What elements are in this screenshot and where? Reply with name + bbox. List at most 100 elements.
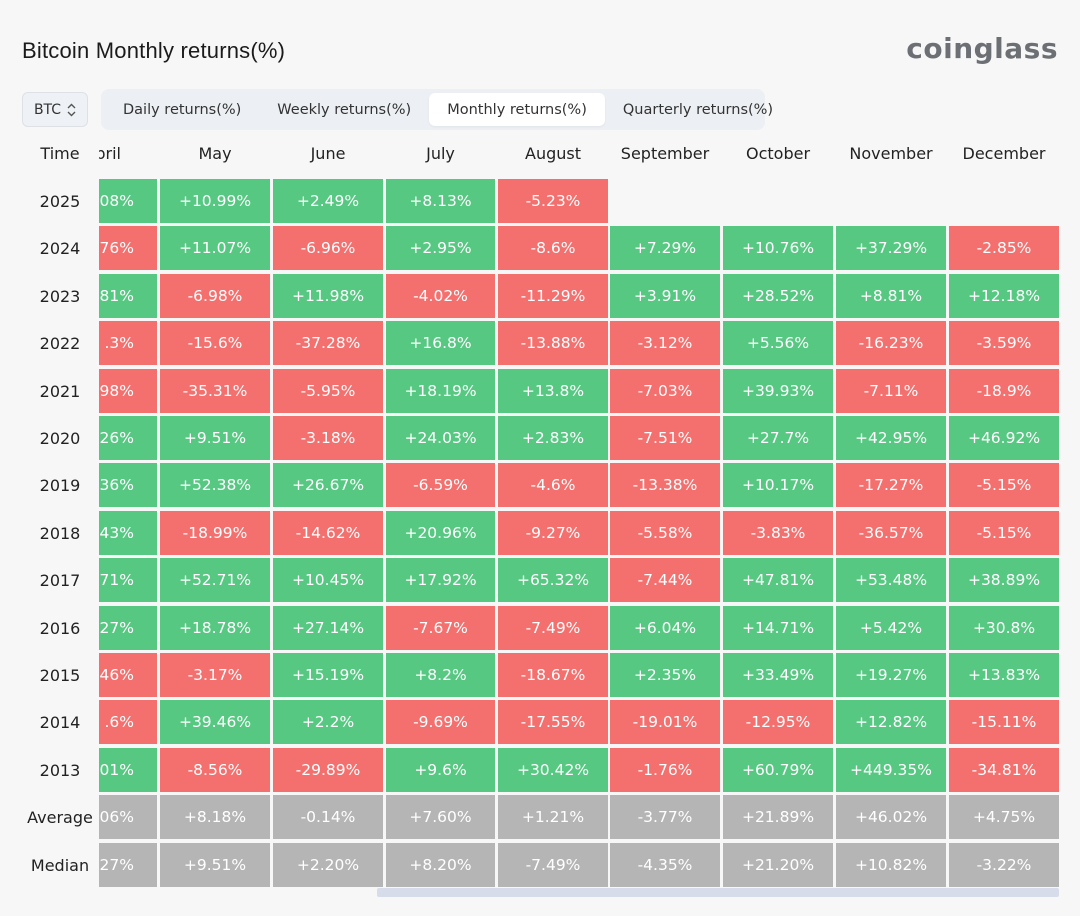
heatmap-cell: +7.29% (610, 226, 720, 270)
heatmap-cell: +19.27% (836, 653, 946, 697)
heatmap-cell: +13.8% (498, 369, 608, 413)
heatmap-cell: +21.89% (723, 795, 833, 839)
heatmap-cell: -7.67% (386, 606, 495, 650)
row-label: 2021 (39, 381, 81, 401)
heatmap-cell: +10.45% (273, 558, 383, 602)
heatmap-cell: .01% (99, 748, 157, 792)
heatmap-cell: +24.03% (386, 416, 495, 460)
heatmap-cell: +11.98% (273, 274, 383, 318)
column-header: July (426, 143, 455, 163)
heatmap-cell: +14.71% (723, 606, 833, 650)
row-label: 2019 (39, 475, 81, 495)
column-header: pril (99, 143, 121, 163)
heatmap-cell: -36.57% (836, 511, 946, 555)
heatmap-cell: -9.69% (386, 700, 495, 744)
heatmap-cell: +2.35% (610, 653, 720, 697)
heatmap-cell: -15.6% (160, 321, 270, 365)
heatmap-cell: +3.91% (610, 274, 720, 318)
heatmap-cell: -7.49% (498, 843, 608, 887)
row-label: 2023 (39, 286, 81, 306)
heatmap-cell: -34.81% (949, 748, 1059, 792)
heatmap-cell: -14.62% (273, 511, 383, 555)
heatmap-cell: +9.51% (160, 843, 270, 887)
heatmap-cell: +2.2% (273, 700, 383, 744)
heatmap-cell: +30.8% (949, 606, 1059, 650)
row-label: 2025 (39, 191, 81, 211)
page-title: Bitcoin Monthly returns(%) (22, 38, 286, 63)
tab-quarterly-returns[interactable]: Quarterly returns(%) (622, 101, 774, 118)
heatmap-cell: -16.23% (836, 321, 946, 365)
heatmap-cell: -11.29% (498, 274, 608, 318)
row-label: 2024 (39, 238, 81, 258)
heatmap-cell: +7.60% (386, 795, 495, 839)
heatmap-cell: -4.02% (386, 274, 495, 318)
tab-monthly-returns[interactable]: Monthly returns(%) (429, 93, 605, 126)
row-label: 2013 (39, 760, 81, 780)
tab-weekly-returns[interactable]: Weekly returns(%) (277, 101, 412, 118)
heatmap-cell: +39.93% (723, 369, 833, 413)
heatmap-cell: +20.96% (386, 511, 495, 555)
heatmap-cell: +5.42% (836, 606, 946, 650)
heatmap-cell: -8.6% (498, 226, 608, 270)
heatmap-cell: -3.22% (949, 843, 1059, 887)
heatmap-cell: +30.42% (498, 748, 608, 792)
heatmap-cell: -7.44% (610, 558, 720, 602)
heatmap-cell: +16.8% (386, 321, 495, 365)
heatmap-cell: +28.52% (723, 274, 833, 318)
horizontal-scrollbar[interactable] (377, 888, 1059, 897)
heatmap-cell: .76% (99, 226, 157, 270)
heatmap-cell: +46.02% (836, 795, 946, 839)
column-header: December (962, 143, 1046, 163)
heatmap-cell: -7.49% (498, 606, 608, 650)
tab-daily-returns[interactable]: Daily returns(%) (123, 101, 242, 118)
heatmap-cell: -6.59% (386, 463, 495, 507)
heatmap-cell: +5.56% (723, 321, 833, 365)
heatmap-cell: +33.49% (723, 653, 833, 697)
heatmap-cell: +2.95% (386, 226, 495, 270)
row-label: 2016 (39, 618, 81, 638)
heatmap-cell: +1.21% (498, 795, 608, 839)
coin-select[interactable]: BTC (22, 92, 88, 127)
row-label: 2017 (39, 570, 81, 590)
heatmap-cell: -6.96% (273, 226, 383, 270)
heatmap-cell: -3.17% (160, 653, 270, 697)
row-label: 2018 (39, 523, 81, 543)
heatmap-cell: +2.20% (273, 843, 383, 887)
heatmap-cell: +18.19% (386, 369, 495, 413)
heatmap-cell: -15.11% (949, 700, 1059, 744)
heatmap-cell: +26.67% (273, 463, 383, 507)
heatmap-cell: -5.95% (273, 369, 383, 413)
heatmap-cell: -3.18% (273, 416, 383, 460)
heatmap-cell: -3.12% (610, 321, 720, 365)
heatmap-cell: .26% (99, 416, 157, 460)
column-header: October (745, 143, 811, 163)
heatmap-cell: +27.14% (273, 606, 383, 650)
heatmap-cell: .08% (99, 179, 157, 223)
heatmap-cell: 98% (99, 369, 157, 413)
heatmap-cell: -18.9% (949, 369, 1059, 413)
heatmap-cell: -35.31% (160, 369, 270, 413)
heatmap-cell: +52.71% (160, 558, 270, 602)
heatmap-cell: +9.51% (160, 416, 270, 460)
chevron-up-down-icon (67, 103, 76, 117)
heatmap-cell: +52.38% (160, 463, 270, 507)
heatmap-cell: +11.07% (160, 226, 270, 270)
heatmap-cell: +17.92% (386, 558, 495, 602)
heatmap-cell: -18.67% (498, 653, 608, 697)
heatmap-cell: -13.88% (498, 321, 608, 365)
row-label: 2020 (39, 428, 81, 448)
heatmap-cell: 27% (99, 606, 157, 650)
row-label: 2015 (39, 665, 81, 685)
heatmap-cell: 46% (99, 653, 157, 697)
heatmap-cell: +8.2% (386, 653, 495, 697)
heatmap-cell: +449.35% (836, 748, 946, 792)
heatmap-cell: .36% (99, 463, 157, 507)
column-header: May (198, 143, 232, 163)
heatmap-cell: 81% (99, 274, 157, 318)
heatmap-cell: -8.56% (160, 748, 270, 792)
heatmap-cell: +12.82% (836, 700, 946, 744)
heatmap-cell: +10.82% (836, 843, 946, 887)
heatmap-cell: 27% (99, 843, 157, 887)
heatmap-cell: -4.6% (498, 463, 608, 507)
heatmap-cell: -17.55% (498, 700, 608, 744)
